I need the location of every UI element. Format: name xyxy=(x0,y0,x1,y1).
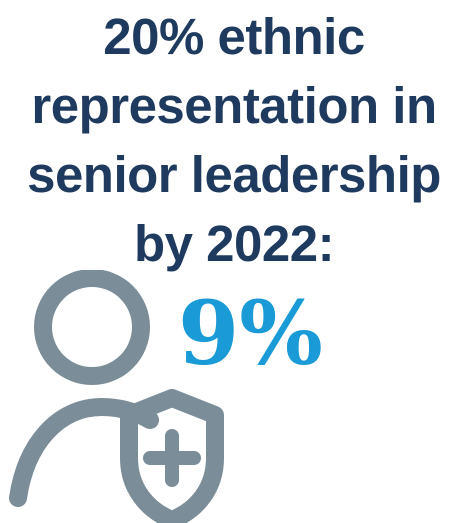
headline-line-3: senior leadership xyxy=(27,146,441,203)
headline-line-2: representation in xyxy=(31,77,437,134)
person-shield-plus-icon xyxy=(9,270,224,523)
headline-target: 20% ethnic representation in senior lead… xyxy=(0,2,468,278)
current-percentage: 9% xyxy=(178,281,323,385)
headline-line-4: by 2022: xyxy=(133,215,335,272)
headline-line-1: 20% ethnic xyxy=(103,8,365,65)
